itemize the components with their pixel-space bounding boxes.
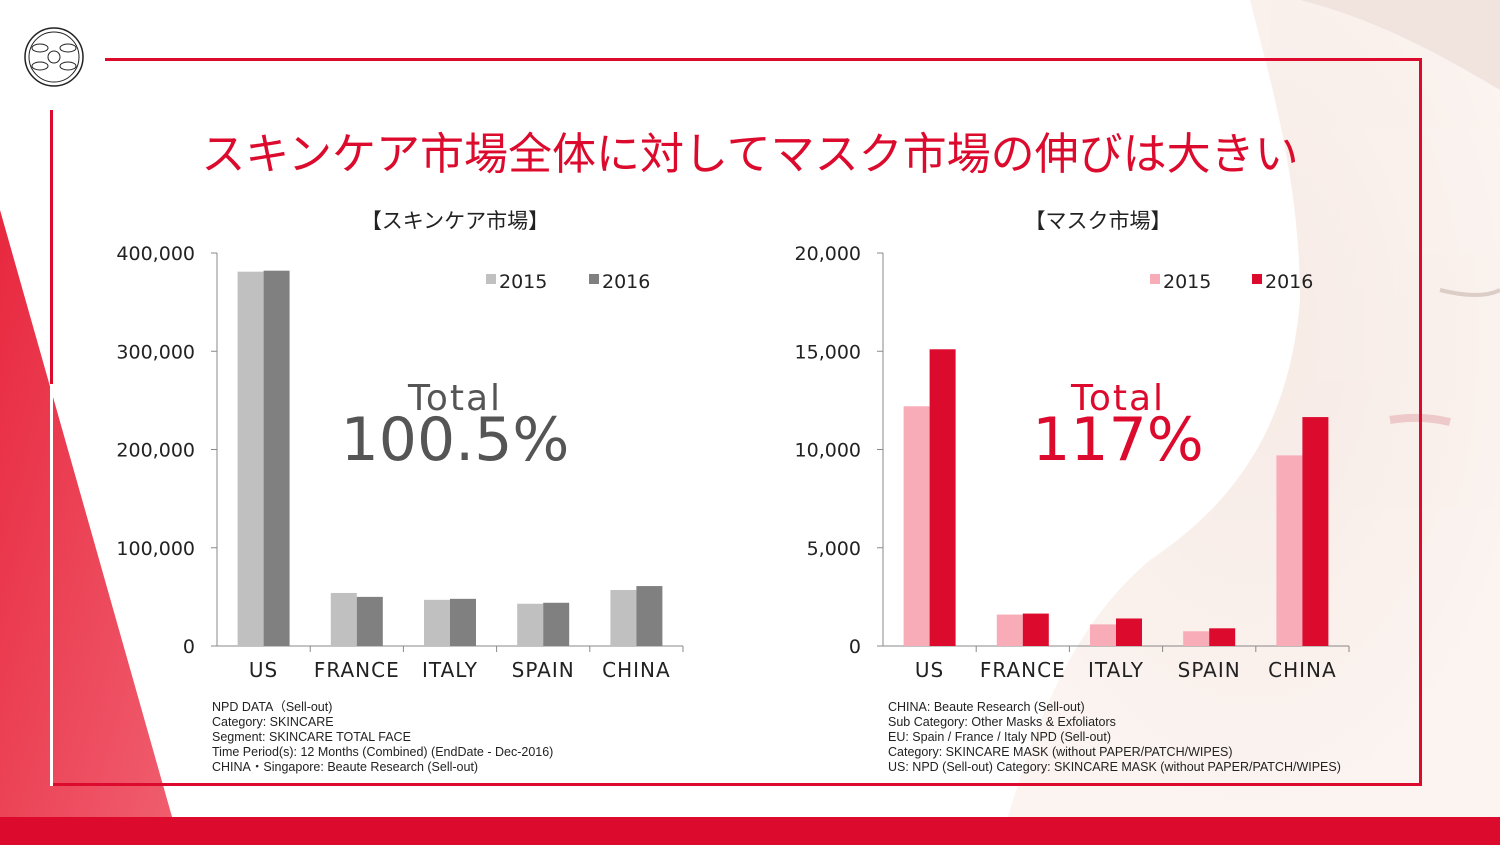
- y-tick-label: 200,000: [116, 440, 195, 462]
- x-tick-label: CHINA: [602, 658, 671, 682]
- mask-total-value: 117%: [1032, 405, 1204, 475]
- note-line: NPD DATA（Sell-out): [212, 700, 333, 714]
- skincare-chart-title: 【スキンケア市場】: [360, 209, 550, 233]
- bar-2015-china: [1276, 455, 1303, 646]
- legend-label: 2016: [1265, 271, 1313, 293]
- frame-top-line: [105, 58, 1421, 61]
- note-line: Category: SKINCARE: [212, 715, 334, 729]
- bar-2015-spain: [1183, 631, 1210, 646]
- x-tick-label: SPAIN: [1178, 658, 1241, 682]
- y-tick-label: 300,000: [116, 341, 195, 363]
- bar-2015-us: [237, 271, 264, 646]
- red-wedge: [0, 210, 180, 845]
- y-tick-label: 10,000: [795, 440, 861, 462]
- x-tick-label: CHINA: [1268, 658, 1337, 682]
- slide-title: スキンケア市場全体に対してマスク市場の伸びは大きい: [201, 129, 1299, 180]
- legend-swatch: [1150, 274, 1160, 284]
- note-line: EU: Spain / France / Italy NPD (Sell-out…: [888, 730, 1111, 744]
- y-tick-label: 0: [849, 636, 861, 658]
- bar-2015-france: [330, 592, 357, 646]
- bar-2016-spain: [1209, 628, 1236, 646]
- bar-2016-italy: [1116, 618, 1142, 646]
- y-tick-label: 20,000: [795, 243, 861, 265]
- note-line: Time Period(s): 12 Months (Combined) (En…: [212, 745, 554, 759]
- skincare-source-notes: NPD DATA（Sell-out) Category: SKINCARE Se…: [212, 700, 553, 775]
- y-tick-label: 400,000: [116, 243, 195, 265]
- y-tick-label: 15,000: [795, 341, 861, 363]
- bar-2015-china: [610, 589, 637, 646]
- x-tick-label: SPAIN: [512, 658, 575, 682]
- bar-2016-us: [929, 349, 956, 646]
- skincare-bar-chart: 0 100,000 200,000 300,000 400,000 US FRANCE ITA…: [116, 243, 684, 682]
- x-tick-label: FRANCE: [980, 658, 1066, 682]
- bar-2016-france: [356, 596, 383, 646]
- mask-source-notes: CHINA: Beaute Research (Sell-out) Sub Ca…: [888, 700, 1341, 775]
- bar-2016-spain: [543, 602, 570, 646]
- bar-2015-us: [903, 406, 930, 646]
- legend-label: 2015: [1163, 271, 1211, 293]
- legend-swatch: [1252, 274, 1262, 284]
- mask-bar-chart: 0 5,000 10,000 15,000 20,000 US FRANCE ITALY SPA…: [795, 243, 1350, 682]
- note-line: US: NPD (Sell-out) Category: SKINCARE MA…: [888, 760, 1341, 774]
- legend-label: 2015: [499, 271, 547, 293]
- bar-2015-spain: [517, 603, 544, 646]
- x-tick-label: ITALY: [1088, 658, 1144, 682]
- mask-total-label: Total: [1070, 378, 1166, 419]
- bar-2016-italy: [450, 598, 476, 646]
- skincare-total-label: Total: [407, 378, 503, 419]
- x-tick-label: FRANCE: [314, 658, 400, 682]
- skincare-total-value: 100.5%: [340, 405, 570, 475]
- frame-right-line: [1419, 58, 1422, 786]
- mask-chart-title: 【マスク市場】: [1024, 209, 1172, 233]
- bar-2015-italy: [1090, 624, 1116, 646]
- y-tick-label: 5,000: [807, 538, 861, 560]
- note-line: CHINA・Singapore: Beaute Research (Sell-o…: [212, 760, 479, 774]
- x-tick-label: ITALY: [422, 658, 478, 682]
- legend-swatch: [486, 274, 496, 284]
- note-line: Segment: SKINCARE TOTAL FACE: [212, 730, 411, 744]
- x-tick-label: US: [249, 658, 278, 682]
- bottom-red-bar: [0, 817, 1500, 845]
- note-line: Sub Category: Other Masks & Exfoliators: [888, 715, 1116, 729]
- bar-2016-france: [1022, 613, 1049, 646]
- bar-2016-us: [263, 270, 290, 646]
- frame-left-line: [50, 110, 53, 384]
- bar-2015-italy: [424, 599, 450, 646]
- shiseido-camellia-logo: [24, 27, 84, 87]
- note-line: Category: SKINCARE MASK (without PAPER/P…: [888, 745, 1233, 759]
- y-tick-label: 100,000: [116, 538, 195, 560]
- frame-left-line-lower: [50, 384, 53, 786]
- note-line: CHINA: Beaute Research (Sell-out): [888, 700, 1085, 714]
- x-tick-label: US: [915, 658, 944, 682]
- bar-2016-china: [1302, 417, 1329, 646]
- frame-bottom-line: [50, 783, 1422, 786]
- bar-2015-france: [996, 614, 1023, 646]
- bar-2016-china: [636, 586, 663, 646]
- legend-swatch: [589, 274, 599, 284]
- y-tick-label: 0: [183, 636, 195, 658]
- legend-label: 2016: [602, 271, 650, 293]
